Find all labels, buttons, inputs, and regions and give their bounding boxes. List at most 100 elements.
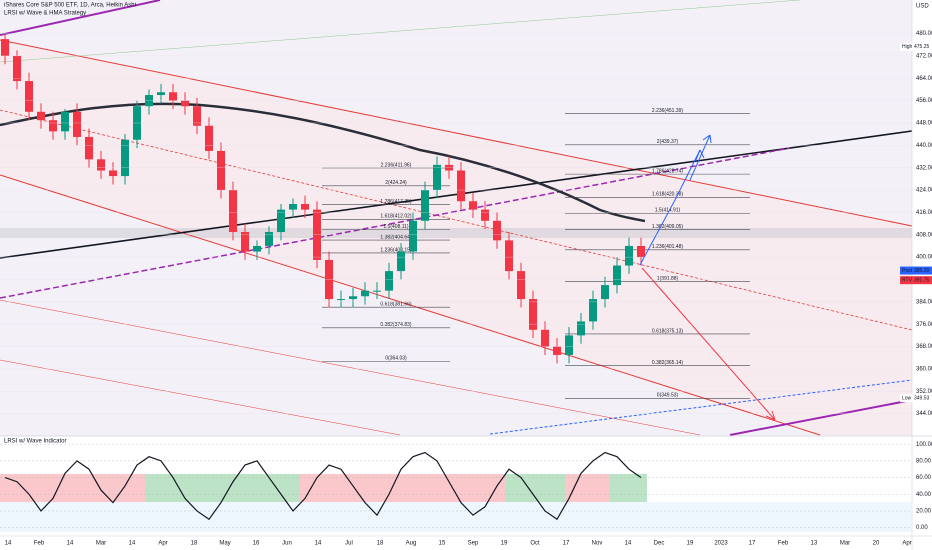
- candle-body: [85, 136, 93, 160]
- x-tick-label: 15: [439, 541, 446, 547]
- zone-bear: [300, 474, 505, 502]
- fib-label: 1.618(412.02): [380, 214, 411, 220]
- fib-label: 1.382(409.05): [652, 224, 683, 230]
- candle-body: [481, 209, 489, 221]
- candle-body: [469, 201, 477, 210]
- fib-label: 1.786(428.74): [652, 168, 683, 174]
- x-tick-label: 16: [253, 541, 260, 547]
- projection-arrow: [639, 149, 701, 266]
- fib-label: 0.382(374.83): [380, 322, 411, 328]
- price-tag: [900, 394, 932, 403]
- candle-body: [277, 209, 285, 232]
- x-tick-label: 17: [563, 541, 570, 547]
- candle-body: [601, 285, 609, 300]
- price-tag-name: Low: [902, 396, 912, 402]
- candle-body: [637, 245, 645, 258]
- candle-body: [97, 159, 105, 171]
- zone-bear: [0, 474, 145, 502]
- price-tag-value: 349.53: [914, 396, 930, 402]
- candle-body: [169, 92, 177, 101]
- candle-body: [241, 231, 249, 252]
- oversold-zone: [0, 502, 912, 532]
- fib-label: 1.5(414.91): [655, 208, 681, 214]
- candle-body: [553, 346, 561, 355]
- x-tick-label: Apr: [902, 541, 911, 547]
- candle-body: [1, 39, 9, 56]
- indicator-tick-label: 60.00: [916, 475, 932, 481]
- y-tick-label: 408.00: [916, 232, 932, 238]
- indicator-line: [4, 451, 642, 521]
- channel-bottom: [0, 174, 821, 436]
- x-tick-label: Mar: [96, 541, 106, 547]
- x-tick-label: 2023: [714, 541, 728, 547]
- y-tick-label: 416.00: [916, 210, 932, 216]
- x-tick-label: Mar: [840, 541, 850, 547]
- x-tick-label: Sep: [468, 541, 479, 547]
- price-tag-name: High: [902, 44, 913, 50]
- y-tick-label: 344.00: [916, 411, 932, 417]
- candle-body: [349, 296, 357, 300]
- y-tick-label: 352.00: [916, 389, 932, 395]
- indicator-tick-label: 20.00: [916, 509, 932, 515]
- candle-body: [25, 81, 33, 112]
- fib-label: 1.382(404.64): [380, 234, 411, 240]
- y-tick-label: 360.00: [916, 367, 932, 373]
- indicator-tick-label: 0.00: [916, 525, 928, 531]
- resistance-zone: [0, 228, 912, 238]
- fib-label: 1.236(401.48): [652, 244, 683, 250]
- fib-label: 2(424.24): [385, 180, 407, 186]
- candle-body: [457, 170, 465, 202]
- fib-label: 1.618(420.38): [652, 192, 683, 198]
- candle-body: [193, 106, 201, 126]
- candle-body: [385, 271, 393, 291]
- x-tick-label: Feb: [778, 541, 789, 547]
- price-tag-value: 391.75: [914, 278, 930, 284]
- y-tick-label: 424.00: [916, 188, 932, 194]
- fib-label: 0(364.03): [385, 356, 407, 362]
- fib-label: 0(349.53): [657, 393, 679, 399]
- trend-line: [0, 130, 913, 259]
- x-tick-label: 20: [873, 541, 880, 547]
- x-tick-label: Feb: [34, 541, 45, 547]
- zone-bear: [565, 474, 610, 502]
- x-tick-label: 18: [377, 541, 384, 547]
- candle-body: [337, 299, 345, 301]
- y-tick-label: 432.00: [916, 165, 932, 171]
- fib-label: 1.5(408.11): [383, 224, 409, 230]
- candle-body: [529, 299, 537, 330]
- fib-label: 1.236(400.15): [380, 247, 411, 253]
- y-tick-label: 400.00: [916, 255, 932, 261]
- indicator-tick-label: 80.00: [916, 458, 932, 464]
- fib-label: 0.618(375.13): [652, 328, 683, 334]
- y-tick-label: 384.00: [916, 299, 932, 305]
- x-tick-label: Dec: [654, 541, 665, 547]
- candle-body: [373, 290, 381, 292]
- x-tick-label: 19: [501, 541, 508, 547]
- candle-body: [49, 120, 57, 132]
- x-tick-label: 14: [5, 541, 12, 547]
- candle-body: [265, 231, 273, 246]
- x-tick-label: 17: [749, 541, 756, 547]
- x-tick-label: 19: [687, 541, 694, 547]
- candle-body: [301, 204, 309, 210]
- fib-label: 1.786(417.35): [380, 199, 411, 205]
- trend-line: [0, 0, 801, 63]
- fib-label: 0.382(365.14): [652, 360, 683, 366]
- candle-body: [13, 55, 21, 82]
- fib-label: 0.618(381.66): [380, 301, 411, 307]
- moving-average: [0, 102, 646, 223]
- trend-line: [0, 0, 161, 36]
- candle-body: [505, 240, 513, 272]
- x-tick-label: Apr: [158, 541, 167, 547]
- y-tick-label: 472.00: [916, 53, 932, 59]
- fib-label: 2(439.37): [657, 139, 679, 145]
- projection-arrow: [689, 134, 712, 181]
- candle-body: [229, 190, 237, 232]
- x-tick-label: Jul: [345, 541, 353, 547]
- zone-bull: [145, 474, 300, 502]
- candle-body: [433, 164, 441, 191]
- y-tick-label: 464.00: [916, 76, 932, 82]
- x-tick-label: Jun: [282, 541, 292, 547]
- channel-mid: [0, 109, 913, 331]
